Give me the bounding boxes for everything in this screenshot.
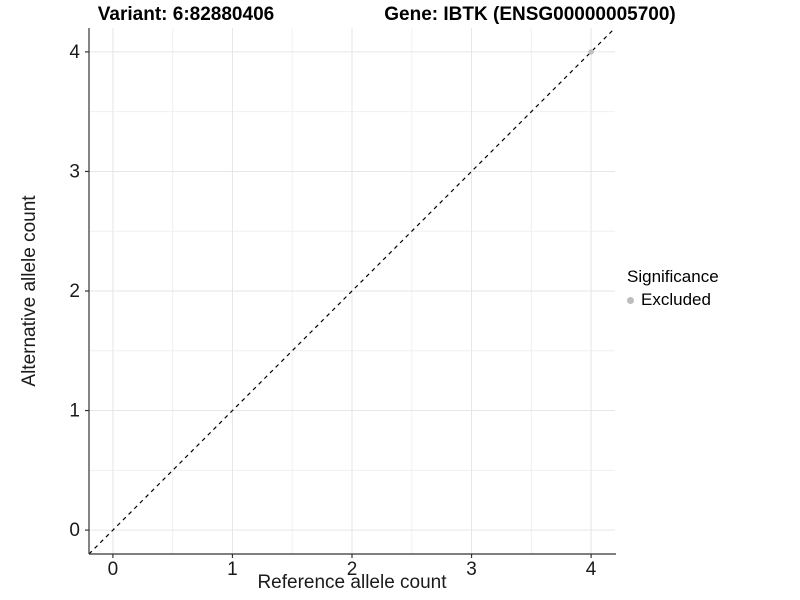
y-tick-label: 4	[69, 42, 80, 63]
x-tick-label: 4	[586, 559, 597, 580]
legend-entry-label: Excluded	[641, 290, 711, 309]
x-tick-label: 0	[108, 559, 119, 580]
x-tick-label: 3	[466, 559, 477, 580]
identity-dashed-line	[88, 27, 616, 555]
y-tick-label: 0	[69, 520, 80, 541]
legend-point-icon	[627, 296, 634, 304]
legend: Significance Excluded	[627, 267, 719, 310]
x-axis-title: Reference allele count	[257, 572, 447, 593]
x-tick-label: 1	[227, 559, 238, 580]
data-point-excluded	[588, 49, 594, 55]
y-tick-label: 1	[69, 401, 80, 422]
x-tick-label: 2	[347, 559, 358, 580]
plot-title-variant: Variant: 6:82880406	[97, 4, 275, 25]
legend-title: Significance	[627, 267, 719, 286]
y-axis-title: Alternative allele count	[19, 195, 40, 387]
legend-entry-excluded: Excluded	[627, 290, 719, 310]
y-tick-label: 2	[69, 281, 80, 302]
y-tick-label: 3	[69, 161, 80, 182]
plot-title-gene: Gene: IBTK (ENSG00000005700)	[384, 4, 676, 25]
